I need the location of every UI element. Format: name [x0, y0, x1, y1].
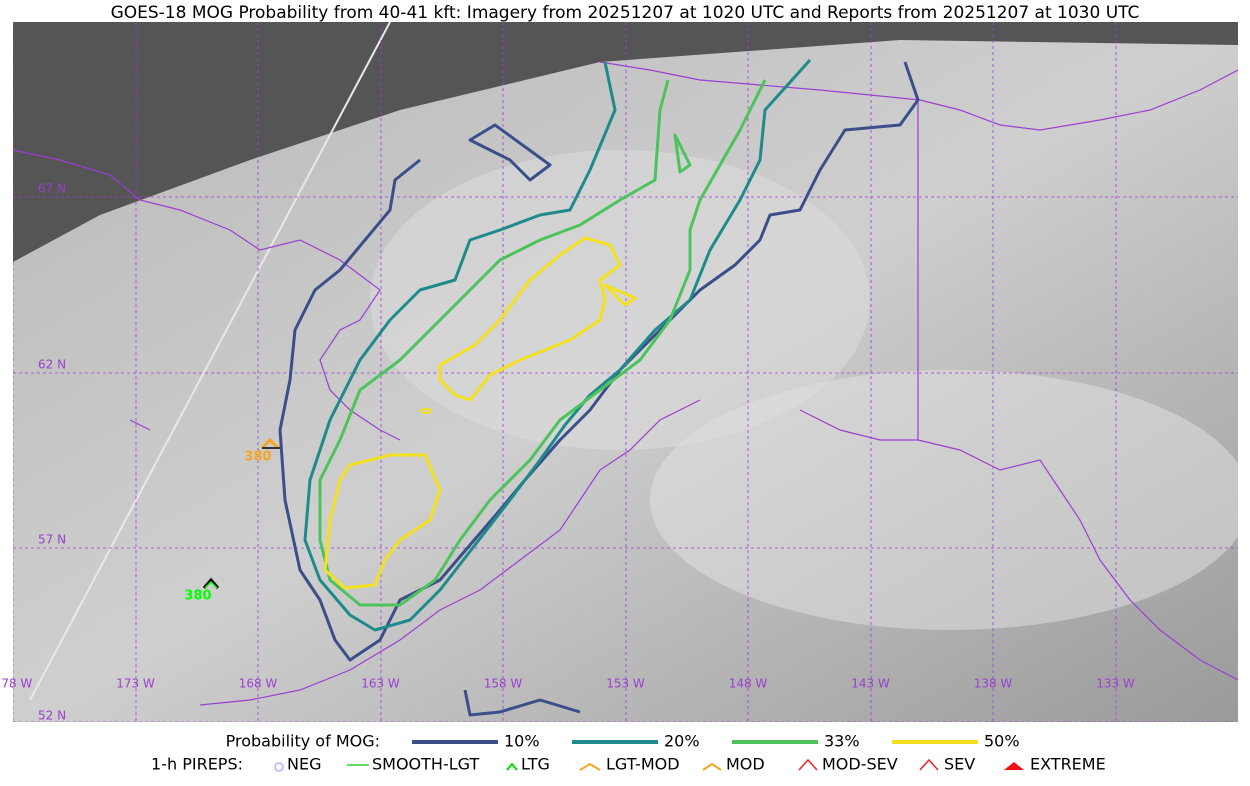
pirep-markers	[202, 437, 280, 589]
lon-label: 178 W	[0, 677, 32, 691]
legend-item: LTG	[521, 755, 550, 774]
legend-item: MOD-SEV	[822, 755, 898, 774]
lon-label: 173 W	[116, 677, 155, 691]
lon-label: 153 W	[606, 677, 645, 691]
legend-item: EXTREME	[1030, 755, 1106, 774]
coastlines	[13, 61, 1238, 706]
cloud	[650, 370, 1238, 630]
lon-label: 163 W	[361, 677, 400, 691]
lat-label: 62 N	[38, 358, 66, 372]
no-data-region	[13, 22, 1238, 262]
pirep-altitude: 380	[244, 450, 271, 465]
legend-item: NEG	[287, 755, 321, 774]
lon-label: 158 W	[484, 677, 523, 691]
lat-label: 52 N	[38, 709, 66, 723]
legend-item: 10%	[504, 732, 540, 751]
legend-title: 1-h PIREPS:	[151, 755, 243, 774]
lon-label: 168 W	[239, 677, 278, 691]
lon-label: 148 W	[729, 677, 768, 691]
legend-item: LGT-MOD	[606, 755, 680, 774]
longitude-labels: 178 W 173 W 168 W 163 W 158 W 153 W 148 W 143 W…	[0, 677, 1135, 691]
legend: Probability of MOG: 10% 20% 33% 50% 1-h …	[151, 732, 1106, 774]
legend-item: 20%	[664, 732, 700, 751]
scan-line	[29, 22, 391, 701]
legend-item: SEV	[944, 755, 975, 774]
lon-label: 138 W	[974, 677, 1013, 691]
lon-label: 133 W	[1096, 677, 1135, 691]
map	[13, 22, 1238, 722]
pirep-altitude: 380	[184, 589, 211, 604]
legend-item: 33%	[824, 732, 860, 751]
legend-item: MOD	[726, 755, 765, 774]
graticule	[13, 22, 1238, 722]
title: GOES-18 MOG Probability from 40-41 kft: …	[111, 3, 1140, 23]
contours	[278, 58, 920, 717]
lon-label: 143 W	[851, 677, 890, 691]
lat-label: 57 N	[38, 533, 66, 547]
legend-item: SMOOTH-LGT	[372, 755, 479, 774]
legend-title: Probability of MOG:	[226, 732, 380, 751]
lat-label: 67 N	[38, 182, 66, 196]
latitude-labels: 67 N 62 N 57 N 52 N	[38, 182, 66, 723]
legend-item: 50%	[984, 732, 1020, 751]
